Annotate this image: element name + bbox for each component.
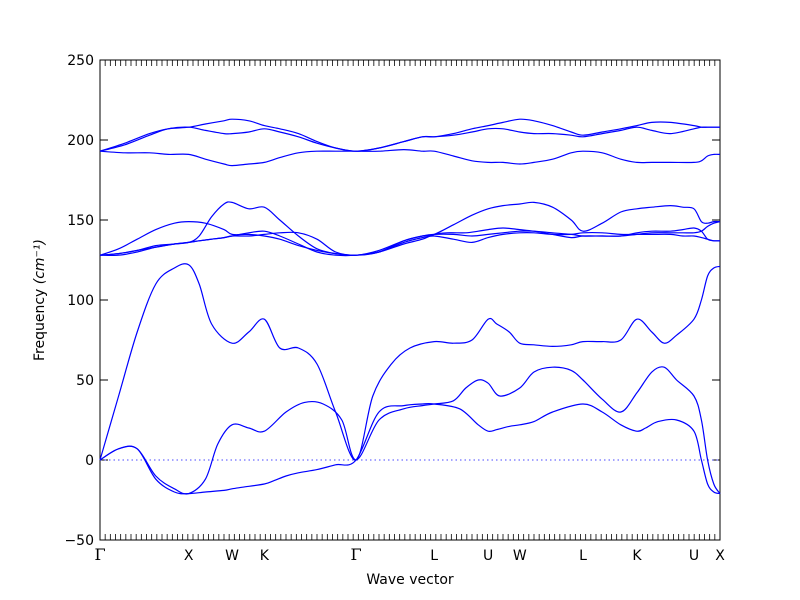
band-lines bbox=[99, 118, 721, 495]
band-6-line bbox=[99, 220, 721, 256]
y-tick-labels: −50 0 50 100 150 200 250 bbox=[64, 53, 94, 549]
band-3-line bbox=[99, 263, 721, 461]
x-tick-label: K bbox=[260, 548, 270, 564]
x-tick-label: U bbox=[689, 548, 699, 564]
plot-area bbox=[99, 59, 721, 541]
x-tick-label: U bbox=[483, 548, 493, 564]
y-tick-label: 0 bbox=[85, 453, 94, 469]
x-tick-label: X bbox=[715, 548, 725, 564]
x-axis-label: Wave vector bbox=[366, 572, 454, 588]
band-10-line bbox=[99, 118, 720, 152]
y-tick-label: 100 bbox=[67, 293, 94, 309]
band-8-line bbox=[99, 148, 721, 167]
x-tick-label: L bbox=[579, 548, 587, 564]
x-tick-label: W bbox=[225, 548, 239, 564]
band-7-line bbox=[99, 201, 721, 256]
tick-marks bbox=[99, 59, 721, 541]
x-tick-label: X bbox=[184, 548, 194, 564]
band-5-line bbox=[99, 230, 721, 257]
y-tick-label: 200 bbox=[67, 133, 94, 149]
x-tick-label: W bbox=[513, 548, 527, 564]
band-2-line bbox=[99, 366, 721, 495]
y-tick-label: −50 bbox=[64, 533, 94, 549]
y-axis-label: Frequency (cm⁻¹) bbox=[32, 239, 48, 361]
x-tick-label: K bbox=[632, 548, 642, 564]
y-tick-label: 150 bbox=[67, 213, 94, 229]
y-tick-label: 250 bbox=[67, 53, 94, 69]
y-axis-label-text: Frequency bbox=[32, 289, 48, 361]
y-axis-label-unit: (cm⁻¹) bbox=[32, 239, 48, 284]
x-tick-label: L bbox=[430, 548, 438, 564]
y-tick-label: 50 bbox=[76, 373, 94, 389]
x-tick-label: Γ bbox=[351, 545, 362, 564]
x-tick-label: Γ bbox=[94, 545, 105, 564]
band-9-line bbox=[99, 126, 720, 152]
